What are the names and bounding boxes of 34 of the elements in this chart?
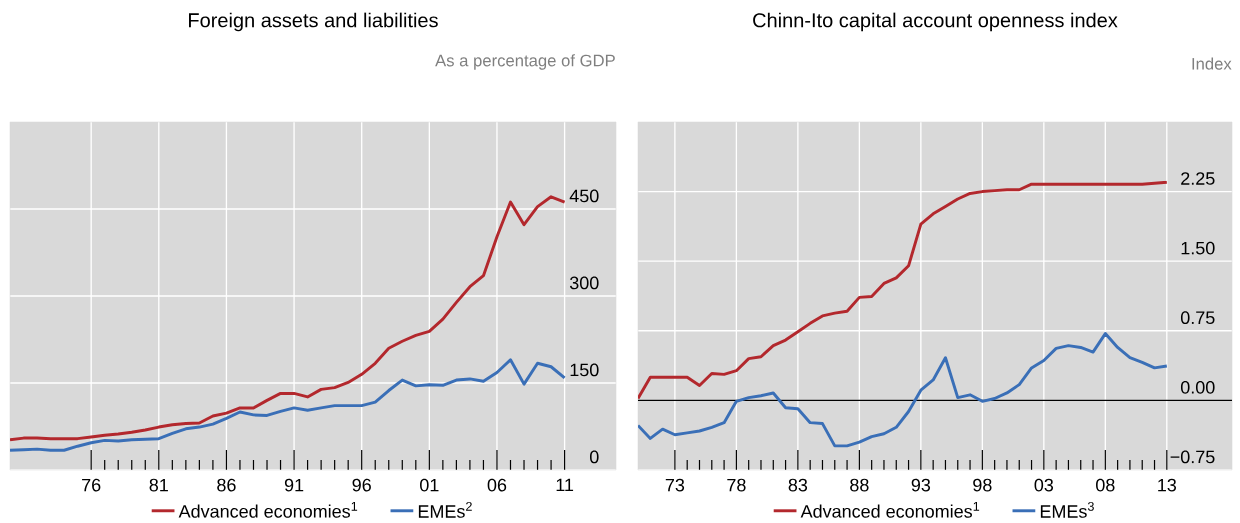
y-tick-label: −0.75 xyxy=(1170,450,1215,464)
y-tick-label: 1.50 xyxy=(1181,241,1215,255)
y-tick-label: 0.00 xyxy=(1180,380,1215,394)
x-tick-label: 86 xyxy=(217,478,236,492)
x-tick-label: 78 xyxy=(727,478,746,492)
legend-label: Advanced economies$^{1}$ xyxy=(800,501,980,518)
y-tick-label: 150 xyxy=(570,363,599,377)
y-tick-label: 2.25 xyxy=(1181,172,1215,185)
chart-subtitle: As a percentage of GDP xyxy=(435,54,615,70)
legend-label: EMEs$^{2}$ xyxy=(418,501,472,518)
x-tick-label: 76 xyxy=(82,478,101,492)
x-tick-label: 98 xyxy=(973,478,992,492)
x-tick-label: 13 xyxy=(1158,478,1177,492)
legend-label: Advanced economies$^{1}$ xyxy=(178,501,358,518)
x-tick-label: 08 xyxy=(1096,478,1115,492)
x-tick-label: 81 xyxy=(149,478,168,492)
x-tick-label: 06 xyxy=(487,478,507,492)
x-tick-label: 93 xyxy=(911,478,931,492)
x-tick-label: 91 xyxy=(284,478,304,492)
y-tick-label: 0 xyxy=(590,450,599,464)
x-tick-label: 03 xyxy=(1034,478,1054,492)
y-tick-label: 300 xyxy=(569,276,599,290)
y-tick-label: 450 xyxy=(569,189,599,203)
x-tick-label: 96 xyxy=(352,478,371,492)
x-tick-label: 88 xyxy=(850,478,869,492)
chart-subtitle: Index xyxy=(1192,57,1232,70)
x-tick-label: 73 xyxy=(665,478,685,492)
legend-label: EMEs$^{3}$ xyxy=(1040,501,1094,518)
y-tick-label: 0.75 xyxy=(1180,311,1215,325)
chart-title: Foreign assets and liabilities xyxy=(189,12,438,32)
x-tick-label: 11 xyxy=(556,478,574,492)
x-tick-label: 01 xyxy=(420,478,439,492)
x-tick-label: 83 xyxy=(788,478,808,492)
chart-title: Chinn-Ito capital account openness index xyxy=(753,12,1118,32)
